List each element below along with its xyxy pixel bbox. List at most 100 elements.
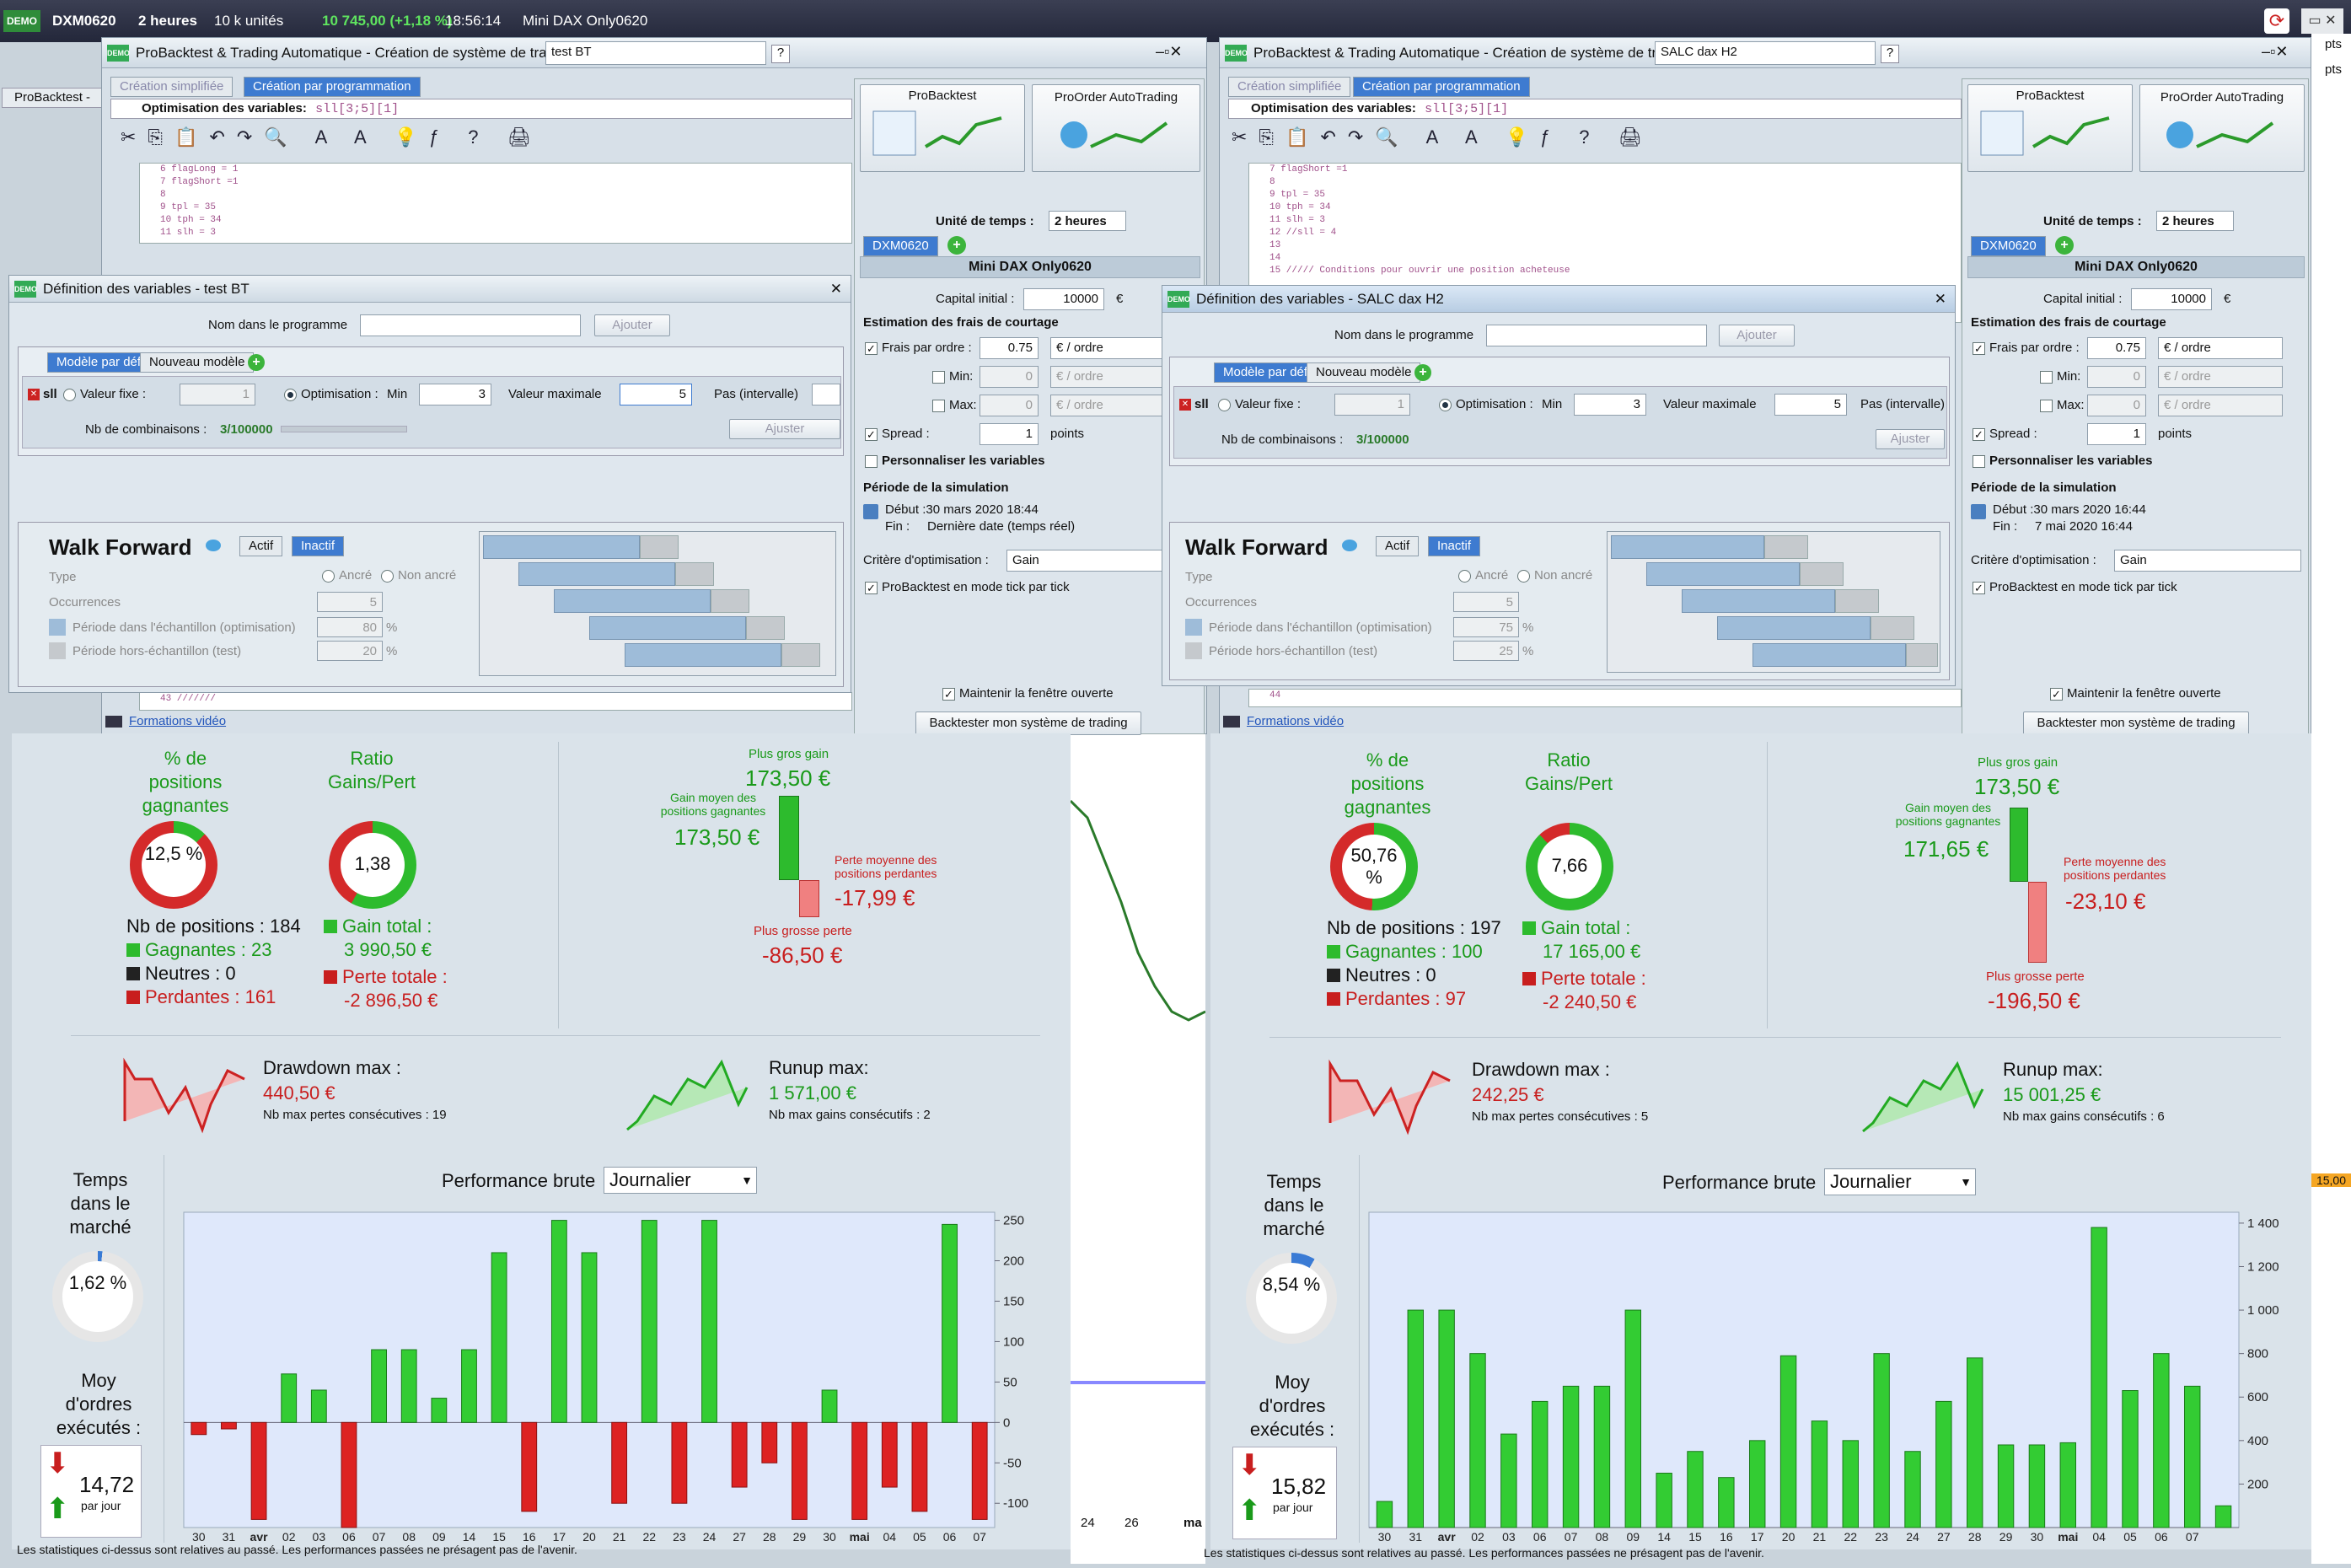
occ-input[interactable]: 5: [1453, 592, 1519, 612]
min-checkbox[interactable]: [2040, 371, 2053, 384]
min-input[interactable]: 3: [419, 384, 491, 405]
auto-adjust-button[interactable]: Ajuster automatiquement: [729, 419, 840, 439]
in-sample-input[interactable]: 80: [317, 617, 383, 637]
probacktest-tab[interactable]: ProBacktest: [860, 84, 1025, 172]
editor-toolbar[interactable]: ✂⎘📋↶↷🔍 A A 💡ƒ ? 🖨: [121, 126, 543, 148]
add-button[interactable]: Ajouter: [1719, 325, 1795, 346]
video-link[interactable]: Formations vidéo: [1247, 714, 1345, 728]
name-input[interactable]: [1486, 325, 1707, 346]
fees-input[interactable]: 0.75: [2087, 337, 2146, 359]
timeframe-selector[interactable]: 2 heures: [138, 13, 197, 29]
fees-input[interactable]: 0.75: [980, 337, 1039, 359]
min-checkbox[interactable]: [932, 371, 945, 384]
auto-adjust-button[interactable]: Ajuster automatiquement: [1876, 429, 1945, 449]
fixed-input[interactable]: 1: [1334, 394, 1410, 416]
non-ancre-radio[interactable]: [1517, 570, 1530, 583]
out-sample-input[interactable]: 25: [1453, 641, 1519, 661]
max-input[interactable]: 5: [1774, 394, 1847, 416]
out-sample-input[interactable]: 20: [317, 641, 383, 661]
custom-vars-checkbox[interactable]: [865, 455, 878, 468]
criterion-select[interactable]: Gain: [2114, 550, 2301, 572]
refresh-icon[interactable]: ⟳: [2264, 8, 2289, 34]
tick-mode-checkbox[interactable]: ✓: [1973, 582, 1985, 594]
perf-select[interactable]: Journalier ▼: [604, 1167, 757, 1194]
wf-inactif-button[interactable]: Inactif: [1428, 536, 1481, 556]
close-icon[interactable]: ✕: [1934, 291, 1946, 307]
spread-checkbox[interactable]: ✓: [1973, 428, 1985, 441]
unit-select[interactable]: 2 heures: [1049, 211, 1126, 231]
occ-input[interactable]: 5: [317, 592, 383, 612]
symbol-selector[interactable]: DXM0620: [52, 13, 116, 29]
proorder-tab[interactable]: ProOrder AutoTrading: [2139, 84, 2305, 172]
close-icon[interactable]: ✕: [829, 281, 842, 297]
help-icon[interactable]: ?: [1881, 45, 1899, 63]
max-input[interactable]: 5: [620, 384, 692, 405]
add-icon[interactable]: +: [2055, 236, 2074, 255]
max-checkbox[interactable]: [932, 400, 945, 412]
optimisation-radio[interactable]: [1439, 399, 1452, 411]
keep-open-checkbox[interactable]: ✓: [2050, 688, 2063, 701]
video-link[interactable]: Formations vidéo: [129, 714, 227, 728]
spread-checkbox[interactable]: ✓: [865, 428, 878, 441]
symbol-tag[interactable]: DXM0620: [863, 236, 938, 256]
min-input[interactable]: 0: [980, 366, 1039, 388]
capital-input[interactable]: 10000: [2131, 288, 2212, 310]
ancre-radio[interactable]: [322, 570, 335, 583]
in-sample-input[interactable]: 75: [1453, 617, 1519, 637]
fees-checkbox[interactable]: ✓: [1973, 342, 1985, 355]
tab-simple[interactable]: Création simplifiée: [110, 77, 233, 97]
symbol-tag[interactable]: DXM0620: [1971, 236, 2046, 256]
max-input[interactable]: 0: [2087, 395, 2146, 416]
unit-select[interactable]: 2 heures: [2156, 211, 2234, 231]
editor-toolbar[interactable]: ✂⎘📋↶↷🔍 A A 💡ƒ ? 🖨: [1232, 126, 1654, 148]
system-name-input[interactable]: test BT: [545, 41, 766, 65]
spread-input[interactable]: 1: [980, 423, 1039, 445]
tick-mode-checkbox[interactable]: ✓: [865, 582, 878, 594]
tab-programming[interactable]: Création par programmation: [1353, 77, 1530, 97]
wf-actif-button[interactable]: Actif: [1376, 536, 1420, 556]
code-editor[interactable]: 6 flagLong = 1 7 flagShort =1 8 9 tpl = …: [139, 163, 852, 244]
tab-new-model[interactable]: Nouveau modèle: [1307, 362, 1421, 383]
units-selector[interactable]: 10 k unités: [214, 13, 284, 29]
name-input[interactable]: [360, 314, 581, 336]
non-ancre-radio[interactable]: [381, 570, 394, 583]
spread-input[interactable]: 1: [2087, 423, 2146, 445]
system-name-input[interactable]: SALC dax H2: [1655, 41, 1876, 65]
min-input[interactable]: 3: [1574, 394, 1646, 416]
proorder-tab[interactable]: ProOrder AutoTrading: [1032, 84, 1200, 172]
window-controls[interactable]: –▫✕: [1156, 43, 1183, 60]
fees-unit-select[interactable]: € / ordre: [2158, 337, 2283, 359]
run-backtest-button[interactable]: Backtester mon système de trading: [2023, 712, 2249, 735]
probacktest-tab[interactable]: ProBacktest: [1967, 84, 2133, 172]
capital-input[interactable]: 10000: [1023, 288, 1104, 310]
run-backtest-button[interactable]: Backtester mon système de trading: [915, 712, 1141, 735]
wf-inactif-button[interactable]: Inactif: [292, 536, 345, 556]
add-icon[interactable]: +: [248, 354, 265, 371]
optimisation-radio[interactable]: [284, 389, 297, 401]
help-icon[interactable]: ?: [771, 45, 790, 63]
taskbar-item[interactable]: ProBacktest -: [2, 88, 103, 108]
delete-icon[interactable]: ✕: [1179, 399, 1191, 411]
calendar-icon[interactable]: [1971, 504, 1986, 519]
max-checkbox[interactable]: [2040, 400, 2053, 412]
step-input[interactable]: [812, 384, 840, 405]
min-input[interactable]: 0: [2087, 366, 2146, 388]
tab-programming[interactable]: Création par programmation: [244, 77, 421, 97]
window-controls[interactable]: ▭ ✕: [2301, 8, 2343, 34]
add-icon[interactable]: +: [947, 236, 966, 255]
add-icon[interactable]: +: [1414, 364, 1431, 381]
window-controls[interactable]: –▫✕: [2262, 43, 2289, 60]
delete-icon[interactable]: ✕: [28, 389, 40, 400]
max-input[interactable]: 0: [980, 395, 1039, 416]
wf-actif-button[interactable]: Actif: [239, 536, 283, 556]
fixed-radio[interactable]: [63, 389, 76, 401]
fixed-radio[interactable]: [1218, 399, 1231, 411]
perf-select[interactable]: Journalier ▼: [1824, 1168, 1976, 1195]
custom-vars-checkbox[interactable]: [1973, 455, 1985, 468]
tab-simple[interactable]: Création simplifiée: [1228, 77, 1351, 97]
fees-checkbox[interactable]: ✓: [865, 342, 878, 355]
ancre-radio[interactable]: [1458, 570, 1471, 583]
fixed-input[interactable]: 1: [180, 384, 255, 405]
calendar-icon[interactable]: [863, 504, 878, 519]
tab-new-model[interactable]: Nouveau modèle: [140, 352, 255, 373]
